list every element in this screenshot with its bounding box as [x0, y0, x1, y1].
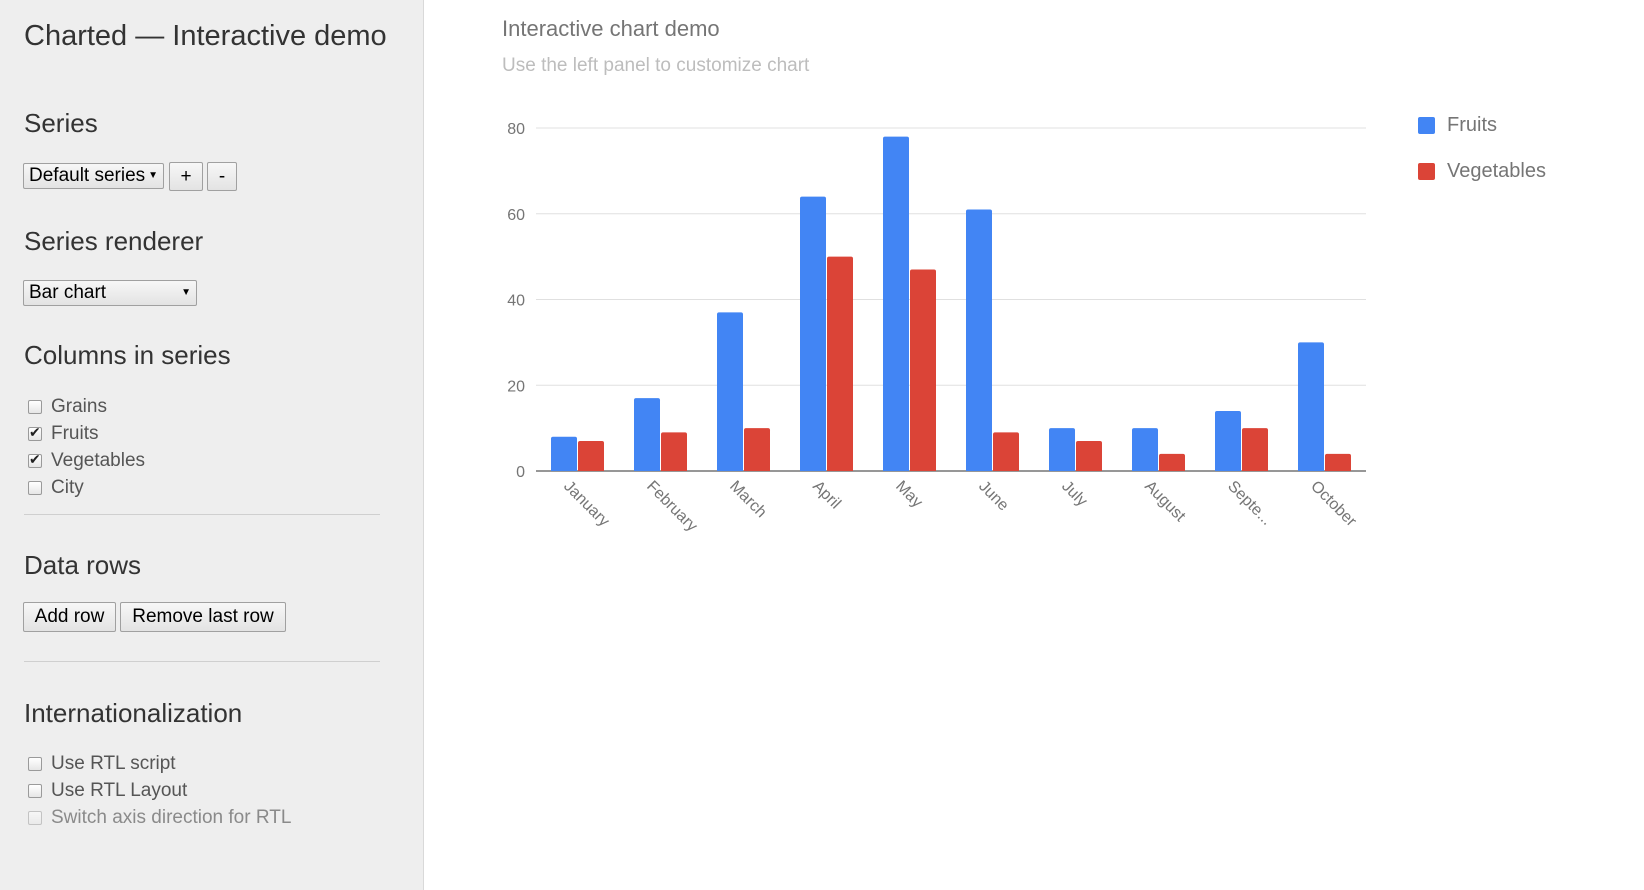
legend-item-fruits[interactable]: Fruits: [1418, 114, 1497, 137]
option-label: Use RTL Layout: [51, 780, 188, 801]
bar-vegetables-october: [1325, 453, 1351, 471]
x-tick-label: April: [809, 478, 844, 513]
section-divider: [24, 661, 380, 662]
checkbox[interactable]: [28, 757, 42, 771]
bar-vegetables-february: [661, 432, 687, 471]
bar-vegetables-septe: [1242, 428, 1268, 471]
checkbox: [28, 811, 42, 825]
renderer-heading: Series renderer: [24, 226, 204, 256]
column-option-fruits[interactable]: Fruits: [28, 423, 99, 445]
column-option-vegetables[interactable]: Vegetables: [28, 450, 145, 472]
renderer-select[interactable]: Bar chart ▼: [23, 280, 197, 306]
bar-fruits-april: [800, 196, 826, 471]
rows-heading: Data rows: [24, 550, 142, 580]
bar-fruits-october: [1298, 342, 1324, 471]
legend-item-vegetables[interactable]: Vegetables: [1418, 160, 1546, 183]
remove-last-row-button[interactable]: Remove last row: [120, 602, 286, 632]
x-tick-label: June: [975, 478, 1012, 515]
renderer-select-value: Bar chart: [29, 282, 107, 303]
x-tick-label: January: [560, 478, 612, 530]
chart-subtitle: Use the left panel to customize chart: [502, 55, 810, 76]
checkbox[interactable]: [28, 451, 42, 468]
bar-vegetables-january: [578, 440, 604, 471]
bar-fruits-february: [634, 398, 660, 471]
checkbox[interactable]: [28, 424, 42, 441]
add-series-button[interactable]: +: [169, 162, 203, 191]
option-label: Switch axis direction for RTL: [51, 807, 292, 828]
app-title: Charted — Interactive demo: [24, 20, 387, 52]
legend-label: Fruits: [1447, 114, 1497, 136]
column-label: Fruits: [51, 423, 99, 444]
x-tick-label: February: [643, 478, 700, 535]
dropdown-arrow-icon: ▼: [148, 170, 158, 181]
remove-series-button[interactable]: -: [207, 162, 237, 191]
add-row-button[interactable]: Add row: [23, 602, 116, 632]
bar-vegetables-march: [744, 428, 770, 471]
x-tick-label: July: [1058, 478, 1090, 510]
column-label: Grains: [51, 396, 107, 417]
sidebar: Charted — Interactive demo Series Defaul…: [0, 0, 424, 890]
y-tick-label: 80: [507, 121, 525, 138]
x-tick-label: March: [726, 478, 769, 521]
column-label: City: [51, 477, 84, 498]
option-rtl-script[interactable]: Use RTL script: [28, 753, 176, 775]
bar-vegetables-june: [993, 432, 1019, 471]
chart-title: Interactive chart demo: [502, 16, 720, 41]
column-option-grains[interactable]: Grains: [28, 396, 107, 418]
legend-swatch: [1418, 117, 1435, 134]
x-tick-label: Septe...: [1224, 478, 1275, 529]
bar-fruits-january: [551, 436, 577, 471]
section-divider: [24, 514, 380, 515]
option-label: Use RTL script: [51, 753, 176, 774]
x-tick-label: October: [1307, 478, 1360, 531]
bar-vegetables-may: [910, 269, 936, 471]
y-tick-label: 60: [507, 207, 525, 224]
x-tick-label: May: [892, 478, 925, 511]
bar-fruits-august: [1132, 428, 1158, 471]
column-label: Vegetables: [51, 450, 146, 471]
bar-fruits-septe: [1215, 410, 1241, 471]
series-select-value: Default series: [29, 165, 146, 186]
bar-vegetables-august: [1159, 453, 1185, 471]
y-tick-label: 20: [507, 378, 525, 395]
i18n-heading: Internationalization: [24, 698, 243, 728]
bar-fruits-july: [1049, 428, 1075, 471]
option-rtl-layout[interactable]: Use RTL Layout: [28, 780, 187, 802]
bar-vegetables-july: [1076, 440, 1102, 471]
column-option-city[interactable]: City: [28, 477, 84, 499]
y-tick-label: 40: [507, 293, 525, 310]
option-switch-axis-direction: Switch axis direction for RTL: [28, 807, 291, 829]
legend-label: Vegetables: [1447, 160, 1546, 182]
x-tick-label: August: [1141, 478, 1189, 526]
columns-heading: Columns in series: [24, 340, 231, 370]
bar-vegetables-april: [827, 256, 853, 471]
series-heading: Series: [24, 108, 98, 138]
checkbox[interactable]: [28, 400, 42, 414]
checkbox[interactable]: [28, 481, 42, 495]
checkbox[interactable]: [28, 784, 42, 798]
y-tick-label: 0: [516, 464, 525, 481]
dropdown-arrow-icon: ▼: [181, 287, 191, 298]
legend-swatch: [1418, 163, 1435, 180]
bar-fruits-march: [717, 312, 743, 471]
bar-fruits-may: [883, 136, 909, 471]
series-select[interactable]: Default series ▼: [23, 163, 164, 189]
bar-fruits-june: [966, 209, 992, 471]
